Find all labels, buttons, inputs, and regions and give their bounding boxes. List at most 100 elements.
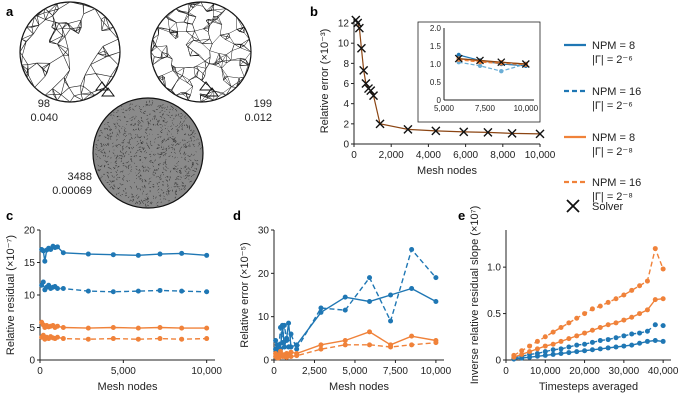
y-tick-label: 2	[343, 119, 349, 130]
data-point	[550, 351, 556, 357]
x-axis-label: Mesh nodes	[329, 381, 389, 393]
data-point	[179, 250, 185, 256]
data-point	[367, 342, 373, 348]
data-point	[589, 327, 595, 333]
data-point	[574, 342, 580, 348]
data-point	[110, 252, 116, 258]
data-point	[55, 323, 60, 329]
inset-point-x	[454, 54, 463, 63]
x-tick-label: 10,000	[530, 366, 561, 377]
data-point	[409, 247, 415, 252]
series-line-0	[355, 19, 541, 135]
data-point	[597, 325, 603, 330]
data-point	[652, 338, 658, 343]
data-point	[605, 322, 611, 328]
data-point	[157, 287, 163, 293]
data-point	[558, 338, 564, 344]
data-point	[558, 325, 564, 330]
data-point	[204, 289, 210, 295]
data-point	[527, 349, 533, 355]
data-point	[660, 323, 666, 329]
data-point	[85, 325, 91, 331]
data-point	[157, 251, 163, 257]
data-point	[621, 292, 627, 298]
data-point	[179, 288, 185, 294]
data-point	[527, 343, 533, 349]
x-tick-label: 5,000	[111, 366, 136, 377]
data-point	[288, 354, 294, 360]
data-point	[613, 335, 619, 341]
data-point	[281, 322, 287, 328]
data-point	[367, 329, 373, 335]
x-tick-label: 0	[503, 366, 509, 377]
data-point	[534, 351, 540, 356]
data-point	[566, 350, 572, 356]
data-point	[60, 286, 66, 291]
data-point	[519, 348, 525, 354]
x-tick-label: 7,500	[383, 366, 408, 377]
mesh-medium-nodes: 199	[254, 98, 272, 110]
data-point	[621, 343, 627, 349]
y-axis-label: Relative residual (×10⁻⁷)	[5, 235, 17, 355]
data-point	[135, 336, 141, 342]
x-tick-label: 0	[271, 366, 277, 377]
data-point	[274, 342, 280, 348]
mesh-coarse-nodes: 98	[38, 98, 50, 110]
data-point	[367, 275, 373, 281]
data-point	[409, 286, 415, 291]
series-line-1	[274, 248, 437, 352]
data-point	[542, 343, 548, 349]
inset-point-x	[476, 56, 484, 65]
series-line-0	[274, 287, 437, 352]
y-tick-label: 5	[29, 323, 35, 334]
data-point	[294, 353, 300, 359]
x-tick-label: 8,000	[490, 150, 515, 161]
inset-point	[499, 69, 504, 74]
data-point	[637, 340, 643, 346]
inset-x-tick-label: 7,500	[475, 104, 496, 113]
data-point	[605, 337, 611, 343]
data-point	[60, 325, 66, 330]
x-tick-label: 30,000	[609, 366, 640, 377]
mesh-panel: 98 0.040 199 0.012 3488 0.00069	[19, 1, 272, 209]
data-point	[318, 305, 324, 311]
data-point	[433, 299, 439, 304]
y-tick-label: 0	[263, 356, 269, 367]
data-point	[42, 258, 48, 264]
data-point	[550, 341, 556, 347]
y-tick-label: 0	[29, 356, 35, 367]
data-point-x	[353, 18, 363, 28]
data-point	[613, 344, 619, 350]
inset-x-tick-label: 5,000	[434, 104, 455, 113]
inset-point-x	[497, 58, 506, 67]
data-point	[605, 345, 611, 351]
data-point	[55, 334, 60, 340]
legend-name-0: NPM = 8	[592, 40, 635, 52]
data-point	[652, 246, 658, 252]
y-tick-label: 0	[343, 140, 349, 151]
data-point	[179, 325, 185, 331]
data-point	[550, 329, 556, 335]
mesh-coarse-lines	[19, 1, 121, 103]
data-point	[652, 297, 658, 303]
data-point	[644, 328, 650, 334]
data-point-x	[403, 124, 413, 134]
data-point	[597, 346, 603, 352]
mesh-fine-texture	[95, 100, 202, 208]
y-tick-label: 10	[24, 291, 36, 302]
x-tick-label: 2,000	[379, 150, 404, 161]
y-tick-label: 1.0	[487, 263, 501, 274]
x-tick-label: 10,000	[525, 150, 556, 161]
data-point	[519, 351, 525, 357]
x-tick-label: 6,000	[453, 150, 478, 161]
data-point	[582, 311, 588, 317]
data-point	[388, 344, 394, 350]
legend: NPM = 8 |Γ| = 2⁻⁶ NPM = 16 |Γ| = 2⁻⁶ NPM…	[564, 40, 641, 213]
data-point-x	[507, 128, 517, 138]
inset-y-tick-label: 1.0	[430, 60, 442, 69]
y-tick-label: 12	[338, 19, 350, 30]
data-point	[621, 317, 627, 323]
data-point	[85, 251, 91, 257]
y-tick-label: 4	[343, 99, 349, 110]
